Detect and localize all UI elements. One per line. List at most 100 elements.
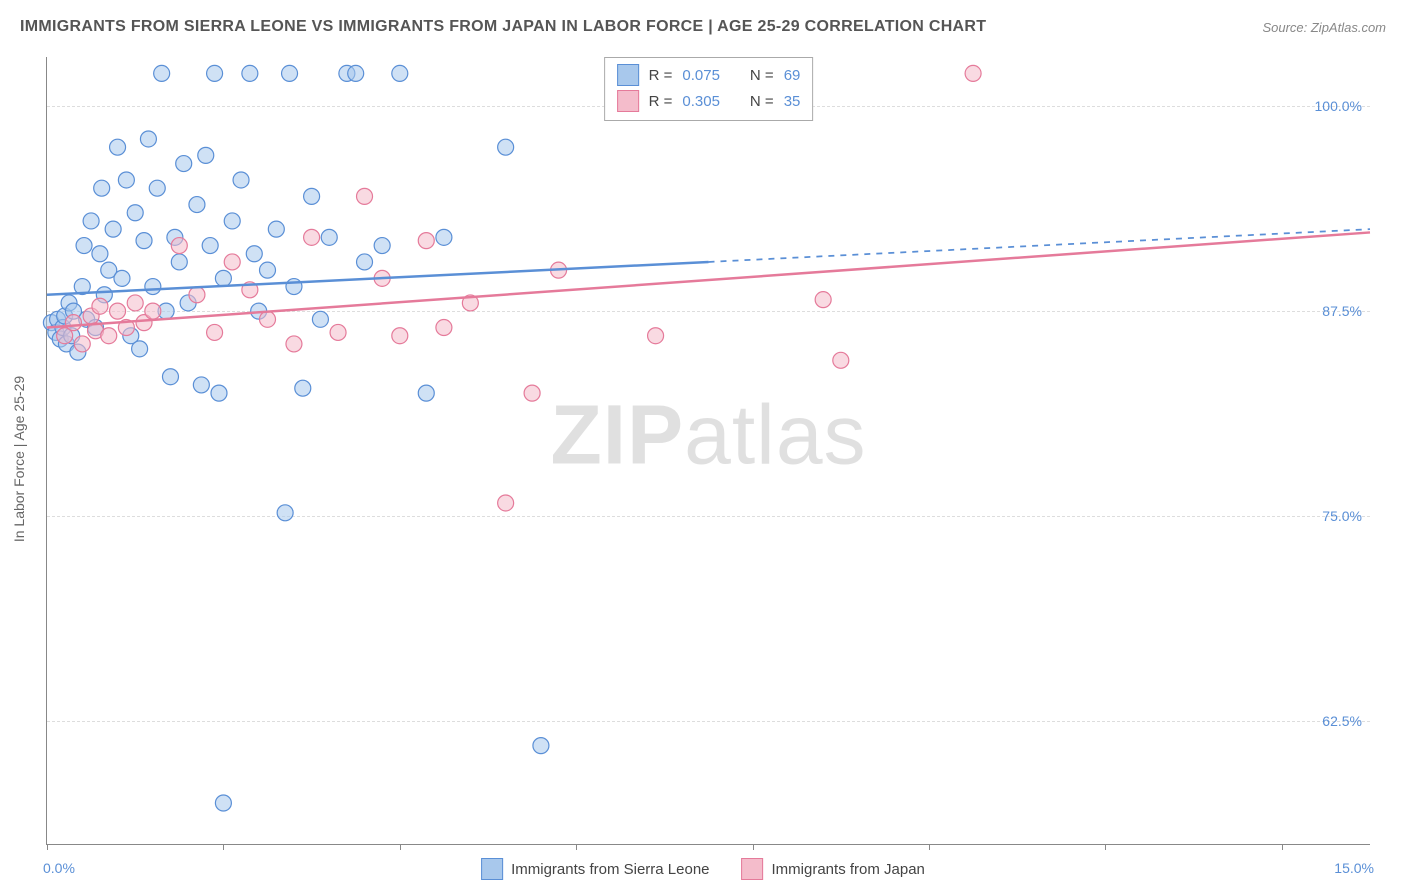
data-point bbox=[114, 270, 130, 286]
data-point bbox=[224, 254, 240, 270]
data-point bbox=[286, 279, 302, 295]
correlation-legend: R = 0.075 N = 69 R = 0.305 N = 35 bbox=[604, 57, 814, 121]
xtick bbox=[576, 844, 577, 850]
data-point bbox=[83, 213, 99, 229]
data-point bbox=[76, 238, 92, 254]
data-point bbox=[965, 65, 981, 81]
data-point bbox=[533, 738, 549, 754]
data-point bbox=[277, 505, 293, 521]
r-value-series2: 0.305 bbox=[682, 93, 720, 110]
data-point bbox=[207, 324, 223, 340]
data-point bbox=[418, 385, 434, 401]
data-point bbox=[268, 221, 284, 237]
data-point bbox=[171, 238, 187, 254]
data-point bbox=[110, 139, 126, 155]
data-point bbox=[136, 233, 152, 249]
data-point bbox=[132, 341, 148, 357]
data-point bbox=[374, 238, 390, 254]
data-point bbox=[233, 172, 249, 188]
data-point bbox=[198, 147, 214, 163]
data-point bbox=[189, 287, 205, 303]
data-point bbox=[145, 279, 161, 295]
data-point bbox=[524, 385, 540, 401]
data-point bbox=[176, 156, 192, 172]
data-point bbox=[94, 180, 110, 196]
data-point bbox=[321, 229, 337, 245]
legend-label-series1: Immigrants from Sierra Leone bbox=[511, 861, 709, 878]
data-point bbox=[171, 254, 187, 270]
r-value-series1: 0.075 bbox=[682, 67, 720, 84]
data-point bbox=[357, 254, 373, 270]
data-point bbox=[101, 328, 117, 344]
data-point bbox=[110, 303, 126, 319]
data-point bbox=[833, 352, 849, 368]
series-legend: Immigrants from Sierra Leone Immigrants … bbox=[481, 858, 925, 880]
data-point bbox=[224, 213, 240, 229]
data-point bbox=[304, 188, 320, 204]
data-point bbox=[295, 380, 311, 396]
n-label: N = bbox=[750, 67, 774, 84]
data-point bbox=[74, 336, 90, 352]
data-point bbox=[304, 229, 320, 245]
chart-header: IMMIGRANTS FROM SIERRA LEONE VS IMMIGRAN… bbox=[20, 18, 1386, 36]
plot-area: In Labor Force | Age 25-29 62.5%75.0%87.… bbox=[46, 57, 1370, 845]
swatch-series2-bottom bbox=[742, 858, 764, 880]
xtick bbox=[1282, 844, 1283, 850]
data-point bbox=[207, 65, 223, 81]
data-point bbox=[348, 65, 364, 81]
xtick bbox=[753, 844, 754, 850]
data-point bbox=[282, 65, 298, 81]
data-point bbox=[312, 311, 328, 327]
n-label: N = bbox=[750, 93, 774, 110]
legend-row-series2: R = 0.305 N = 35 bbox=[617, 88, 801, 114]
data-point bbox=[92, 298, 108, 314]
legend-label-series2: Immigrants from Japan bbox=[772, 861, 925, 878]
data-point bbox=[260, 262, 276, 278]
data-point bbox=[127, 295, 143, 311]
data-point bbox=[154, 65, 170, 81]
y-axis-label: In Labor Force | Age 25-29 bbox=[11, 375, 27, 541]
data-point bbox=[118, 172, 134, 188]
xtick bbox=[400, 844, 401, 850]
r-label: R = bbox=[649, 93, 673, 110]
xtick bbox=[223, 844, 224, 850]
data-point bbox=[189, 197, 205, 213]
data-point bbox=[65, 315, 81, 331]
trend-line bbox=[47, 262, 709, 295]
x-max-label: 15.0% bbox=[1334, 860, 1374, 876]
data-point bbox=[127, 205, 143, 221]
data-point bbox=[145, 303, 161, 319]
swatch-series1-bottom bbox=[481, 858, 503, 880]
data-point bbox=[149, 180, 165, 196]
legend-row-series1: R = 0.075 N = 69 bbox=[617, 62, 801, 88]
legend-item-series1: Immigrants from Sierra Leone bbox=[481, 858, 709, 880]
chart-title: IMMIGRANTS FROM SIERRA LEONE VS IMMIGRAN… bbox=[20, 18, 986, 36]
data-point bbox=[202, 238, 218, 254]
xtick bbox=[929, 844, 930, 850]
data-point bbox=[392, 65, 408, 81]
swatch-series2 bbox=[617, 90, 639, 112]
trend-line bbox=[47, 232, 1370, 327]
n-value-series1: 69 bbox=[784, 67, 801, 84]
data-point bbox=[242, 65, 258, 81]
data-point bbox=[436, 229, 452, 245]
data-point bbox=[357, 188, 373, 204]
data-point bbox=[330, 324, 346, 340]
data-point bbox=[260, 311, 276, 327]
x-min-label: 0.0% bbox=[43, 860, 75, 876]
swatch-series1 bbox=[617, 64, 639, 86]
data-point bbox=[193, 377, 209, 393]
data-point bbox=[246, 246, 262, 262]
data-point bbox=[418, 233, 434, 249]
xtick bbox=[1105, 844, 1106, 850]
source-attribution: Source: ZipAtlas.com bbox=[1262, 20, 1386, 35]
n-value-series2: 35 bbox=[784, 93, 801, 110]
xtick bbox=[47, 844, 48, 850]
data-point bbox=[162, 369, 178, 385]
data-point bbox=[215, 795, 231, 811]
data-point bbox=[140, 131, 156, 147]
data-point bbox=[286, 336, 302, 352]
data-point bbox=[392, 328, 408, 344]
data-point bbox=[92, 246, 108, 262]
data-point bbox=[211, 385, 227, 401]
